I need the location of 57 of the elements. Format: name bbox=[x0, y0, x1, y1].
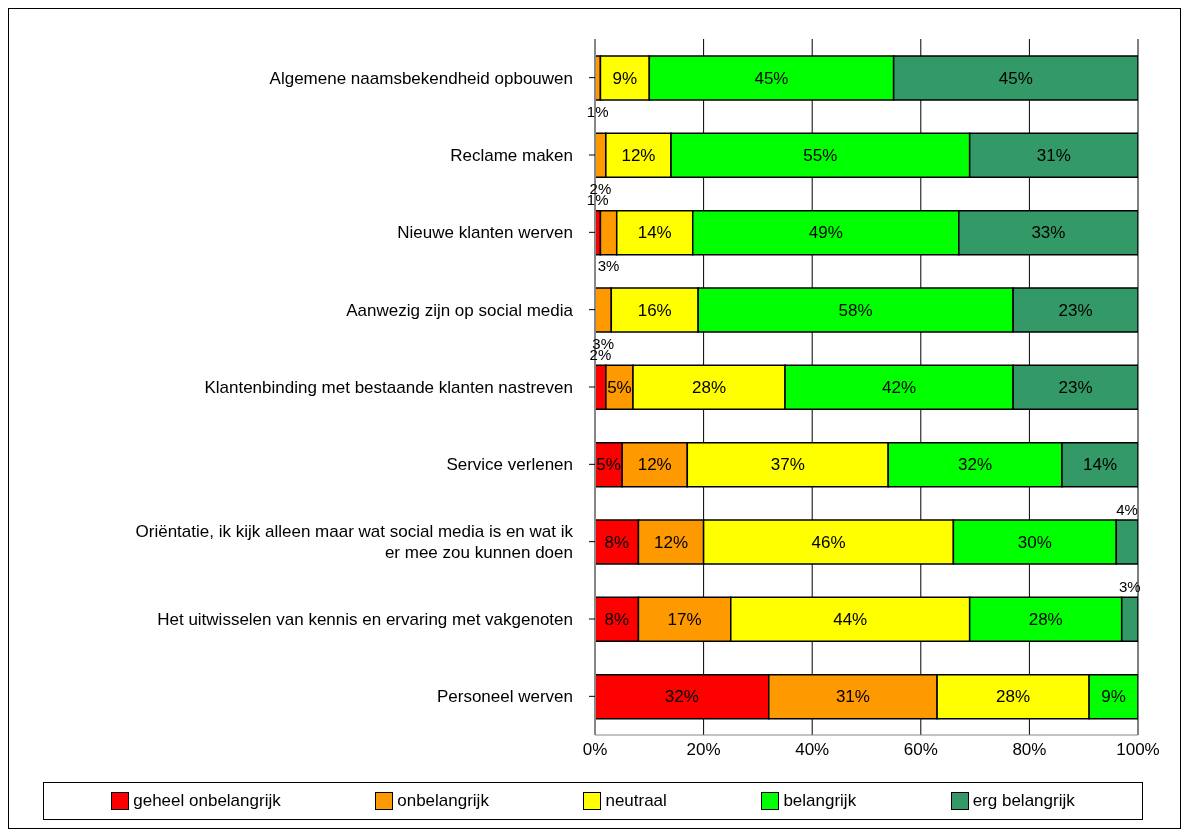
data-label: 45% bbox=[998, 68, 1033, 88]
data-label: 14% bbox=[637, 223, 672, 243]
x-tick-label: 100% bbox=[1116, 740, 1160, 760]
data-label: 23% bbox=[1058, 300, 1093, 320]
data-label: 28% bbox=[996, 687, 1031, 707]
data-label: 16% bbox=[637, 300, 672, 320]
y-tick-label: Algemene naamsbekendheid opbouwen bbox=[269, 68, 573, 88]
legend-label: belangrijk bbox=[782, 791, 857, 811]
data-label: 9% bbox=[1101, 687, 1126, 707]
data-label: 32% bbox=[958, 455, 993, 475]
data-label: 31% bbox=[1036, 145, 1071, 165]
legend-label: erg belangrijk bbox=[971, 791, 1075, 811]
data-label: 3% bbox=[597, 257, 620, 275]
data-label: 5% bbox=[596, 455, 621, 475]
y-tick-label: Service verlenen bbox=[446, 454, 573, 474]
y-tick-label: Personeel werven bbox=[436, 686, 573, 706]
data-label: 8% bbox=[604, 532, 630, 552]
data-label: 28% bbox=[692, 377, 727, 397]
data-label: 55% bbox=[803, 145, 838, 165]
data-label: 28% bbox=[1028, 609, 1063, 629]
data-label: 45% bbox=[754, 68, 789, 88]
data-label: 9% bbox=[612, 68, 638, 88]
y-tick-label: Oriëntatie, ik kijk alleen maar wat social media is en wat ik er mee zou kunnen doen bbox=[135, 521, 574, 562]
data-label: 46% bbox=[811, 532, 846, 552]
y-tick-label: Nieuwe klanten werven bbox=[397, 222, 573, 242]
legend-label: geheel onbelangrijk bbox=[132, 791, 281, 811]
data-label: 49% bbox=[808, 223, 843, 243]
x-tick-label: 60% bbox=[903, 740, 938, 760]
x-tick-label: 80% bbox=[1012, 740, 1047, 760]
data-label: 33% bbox=[1031, 223, 1066, 243]
data-label: 14% bbox=[1082, 455, 1118, 475]
data-label: 31% bbox=[835, 687, 870, 707]
data-label: 42% bbox=[882, 377, 917, 397]
legend-label: onbelangrijk bbox=[396, 791, 489, 811]
x-tick-label: 0% bbox=[582, 740, 608, 760]
y-tick-label: Klantenbinding met bestaande klanten nastreven bbox=[204, 377, 573, 397]
data-label: 30% bbox=[1017, 532, 1052, 552]
x-tick-label: 20% bbox=[686, 740, 721, 760]
data-label: 12% bbox=[621, 145, 656, 165]
y-tick-label: Aanwezig zijn op social media bbox=[346, 300, 574, 320]
data-label: 44% bbox=[833, 609, 868, 629]
data-label: 12% bbox=[654, 532, 689, 552]
data-label: 58% bbox=[838, 300, 873, 320]
legend-label: neutraal bbox=[604, 791, 667, 811]
data-label: 12% bbox=[637, 455, 672, 475]
y-tick-label: Het uitwisselen van kennis en ervaring met vakgenoten bbox=[157, 609, 573, 629]
data-label: 1% bbox=[586, 102, 609, 120]
data-label: 4% bbox=[1116, 500, 1138, 518]
data-label: 32% bbox=[664, 687, 699, 707]
data-label: 23% bbox=[1058, 377, 1093, 397]
data-label: 3% bbox=[1119, 577, 1141, 595]
data-label: 17% bbox=[667, 609, 702, 629]
data-label: 37% bbox=[770, 455, 805, 475]
data-label: 5% bbox=[607, 377, 632, 397]
data-label: 8% bbox=[604, 609, 630, 629]
y-tick-label: Reclame maken bbox=[450, 145, 573, 165]
x-tick-label: 40% bbox=[795, 740, 830, 760]
